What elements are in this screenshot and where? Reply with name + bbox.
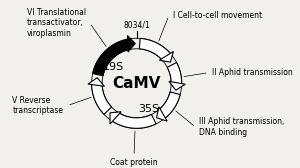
Text: III Aphid transmission,
DNA binding: III Aphid transmission, DNA binding [200,117,285,137]
Polygon shape [169,81,185,90]
Text: CaMV: CaMV [112,76,161,91]
Text: II Aphid transmission: II Aphid transmission [212,68,293,77]
Polygon shape [88,78,104,86]
Text: 19S: 19S [103,62,124,72]
Text: 8034/1: 8034/1 [123,20,150,29]
Polygon shape [128,35,135,52]
Text: 35S: 35S [138,104,159,114]
Polygon shape [93,39,130,76]
Text: VI Translational
transactivator,
viroplasmin: VI Translational transactivator, viropla… [27,8,86,38]
Text: I Cell-to-cell movement: I Cell-to-cell movement [172,11,262,20]
Polygon shape [167,62,182,85]
Text: V Reverse
transcriptase: V Reverse transcriptase [12,96,63,115]
Polygon shape [110,112,121,124]
Polygon shape [112,112,156,128]
Polygon shape [92,83,112,114]
Polygon shape [158,92,180,119]
Polygon shape [157,107,167,121]
Polygon shape [159,51,173,62]
Text: Coat protein: Coat protein [110,158,158,167]
Polygon shape [139,38,171,61]
